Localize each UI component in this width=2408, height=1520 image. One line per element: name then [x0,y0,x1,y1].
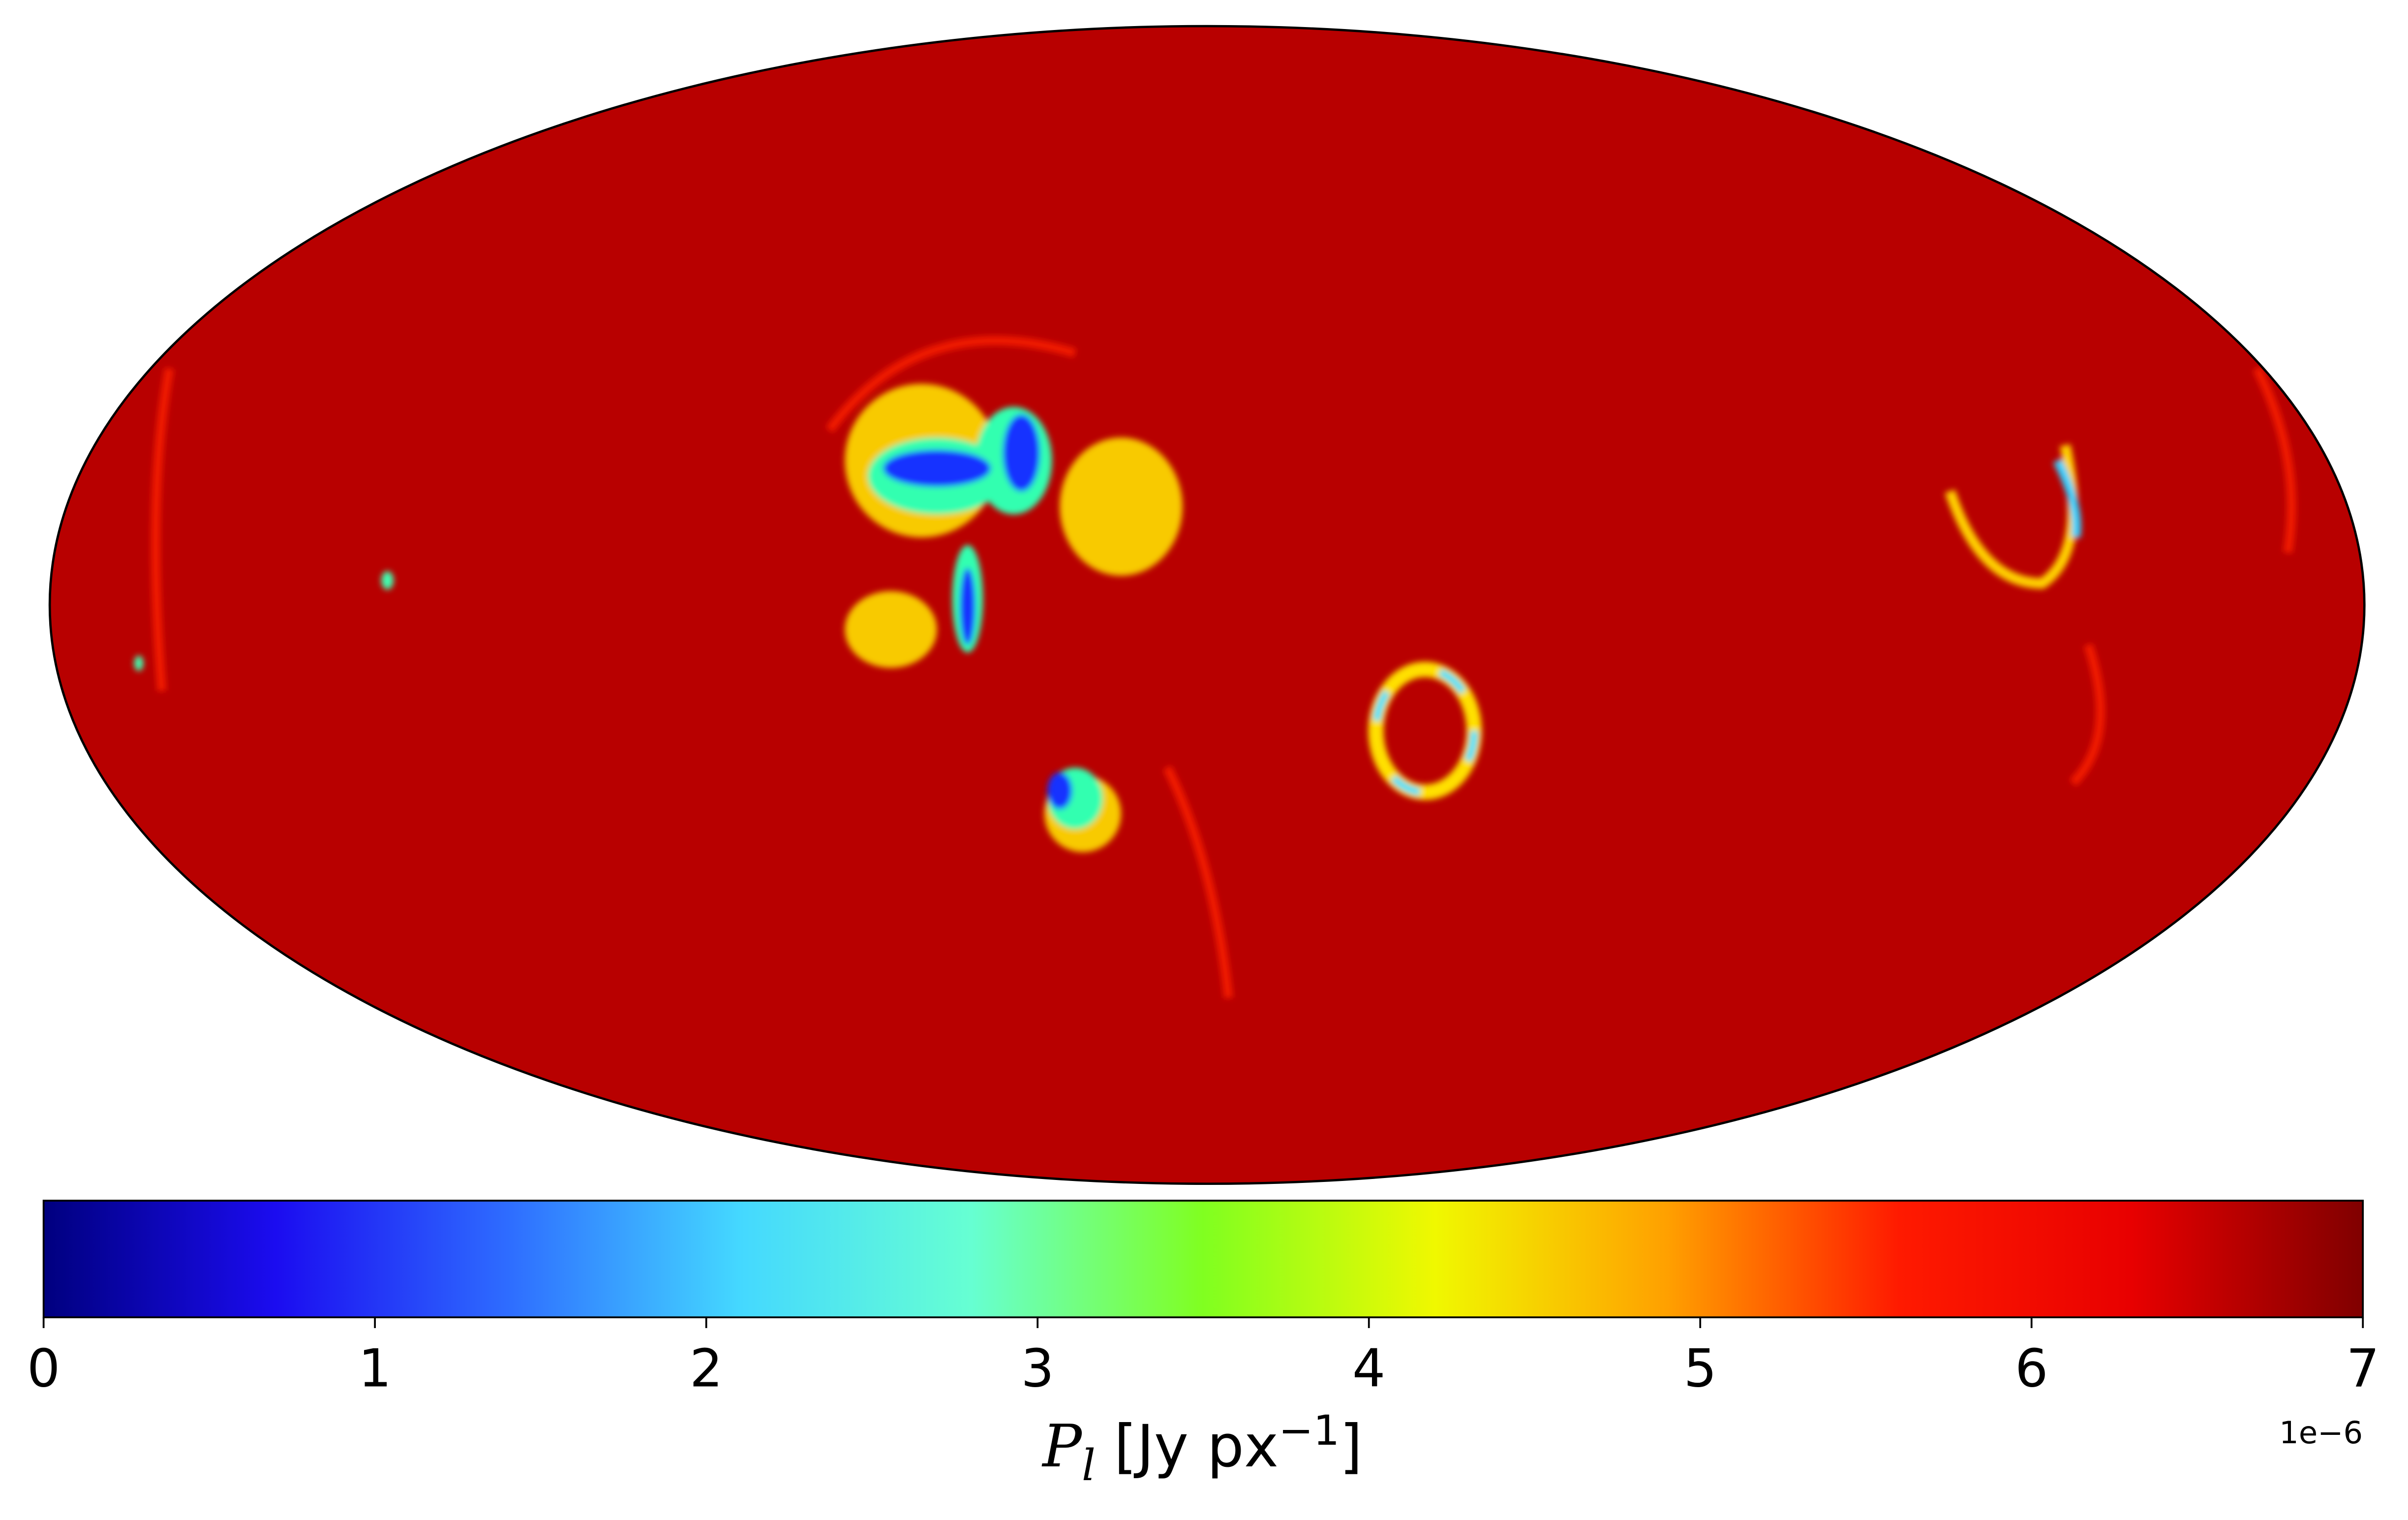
tick-label: 4 [1352,1339,1386,1399]
tick-label: 0 [27,1339,60,1399]
colorbar-label: Pl [Jy px−1] [1041,1406,1362,1490]
tick-label: 3 [1021,1339,1054,1399]
tick-label: 7 [2347,1339,2379,1399]
tick-label: 2 [690,1339,723,1399]
map-outline [48,25,2366,1185]
colorbar-ticks: 0 1 2 3 4 5 6 7 [27,1317,2379,1399]
label-symbol: P [1041,1412,1083,1480]
label-unit: [Jy px [1096,1412,1279,1480]
colorbar [42,1200,2364,1319]
tick-label: 5 [1683,1339,1716,1399]
label-exponent: −1 [1279,1406,1340,1455]
offset-text: 1e−6 [2279,1415,2363,1451]
label-close: ] [1340,1412,1362,1480]
sky-map [50,26,2365,1184]
map-structures [134,336,2296,999]
label-subscript: l [1082,1440,1096,1490]
tick-label: 1 [358,1339,392,1399]
tick-label: 6 [2015,1339,2048,1399]
